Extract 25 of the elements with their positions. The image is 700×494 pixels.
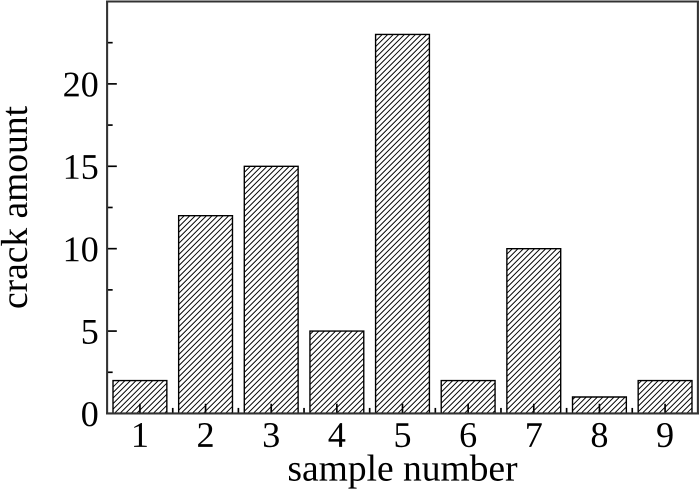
bar xyxy=(112,380,168,414)
bar xyxy=(440,380,496,414)
bar xyxy=(572,396,628,414)
x-tick-label: 6 xyxy=(460,422,476,448)
x-tick-label: 8 xyxy=(592,422,608,448)
x-tick-label: 4 xyxy=(328,423,346,447)
bar xyxy=(244,166,299,414)
y-tick-label: 10 xyxy=(66,237,98,262)
bar xyxy=(374,34,430,414)
y-tick-label: 0 xyxy=(82,402,98,426)
y-tick-label: 5 xyxy=(82,320,98,344)
bar xyxy=(178,215,234,414)
bar xyxy=(637,380,693,414)
bar xyxy=(309,330,364,414)
x-tick-label: 9 xyxy=(657,422,673,448)
x-tick-label: 3 xyxy=(264,422,279,448)
y-axis-title: crack amount xyxy=(0,106,28,308)
x-tick-label: 1 xyxy=(134,423,147,447)
y-tick-label: 15 xyxy=(66,154,98,180)
x-axis-title: sample number xyxy=(288,454,518,489)
bar xyxy=(506,248,562,414)
x-tick-label: 7 xyxy=(527,423,542,447)
x-tick-label: 2 xyxy=(198,422,213,447)
x-tick-label: 5 xyxy=(396,423,410,448)
y-tick-label: 20 xyxy=(64,72,98,97)
